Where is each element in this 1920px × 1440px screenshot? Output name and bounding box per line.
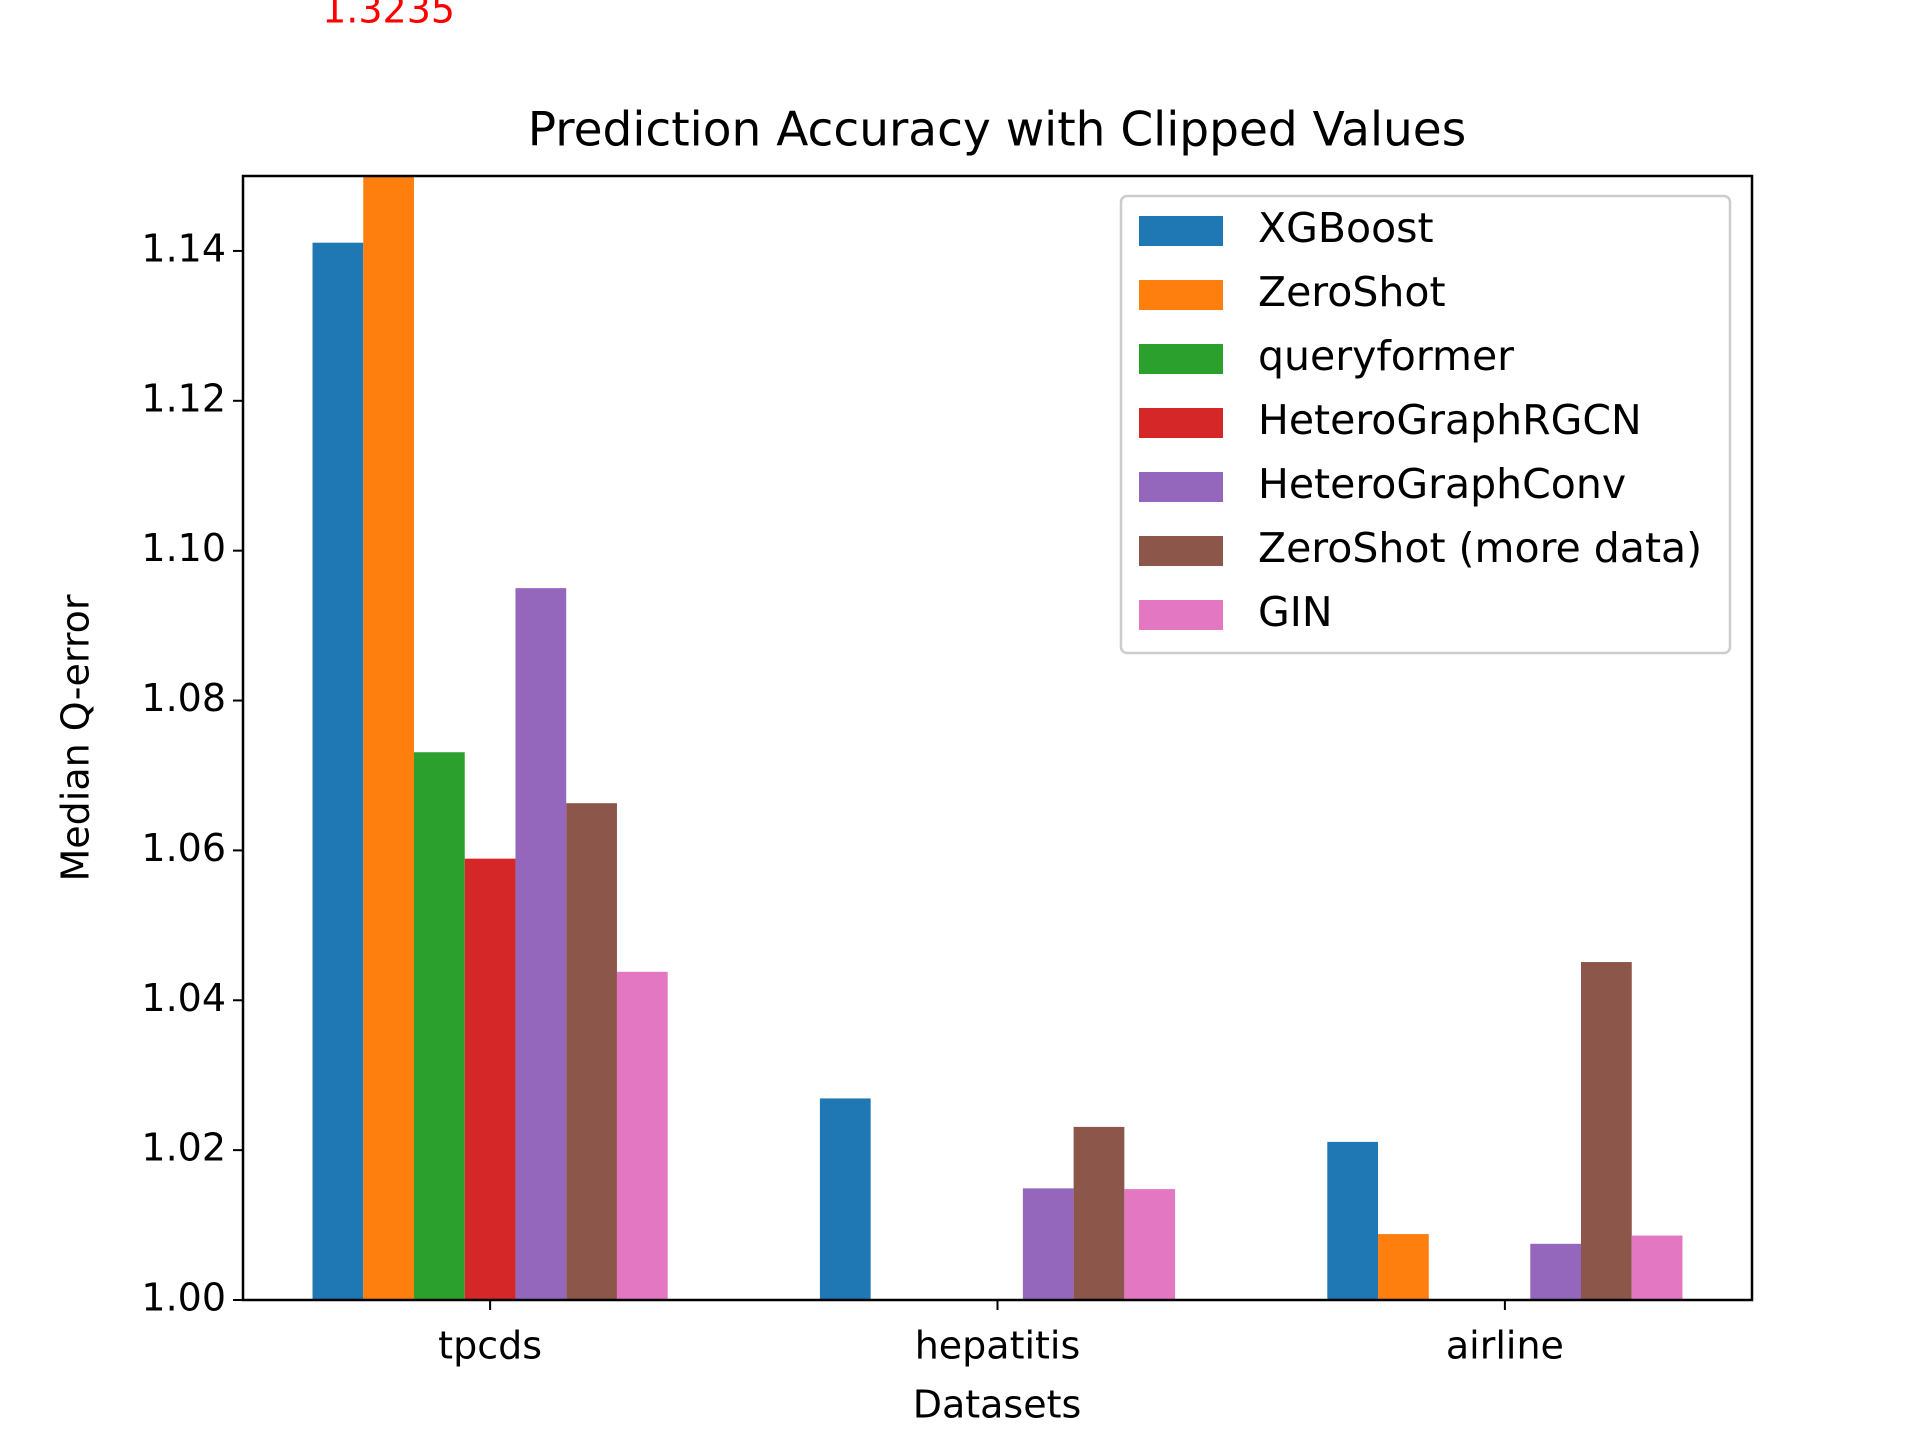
legend-label: HeteroGraphRGCN — [1258, 396, 1642, 444]
legend-swatch — [1139, 280, 1223, 310]
y-tick-label: 1.02 — [141, 1126, 226, 1170]
y-axis-label: Median Q-error — [54, 594, 98, 881]
bar — [1124, 1189, 1176, 1300]
bar — [1631, 1235, 1683, 1300]
legend-label: GIN — [1258, 588, 1333, 636]
legend-swatch — [1139, 344, 1223, 374]
legend-swatch — [1139, 536, 1223, 566]
bar — [566, 803, 617, 1300]
bar — [1327, 1141, 1379, 1300]
x-tick-label: airline — [1446, 1324, 1564, 1368]
y-tick-label: 1.06 — [141, 826, 226, 870]
y-tick-label: 1.08 — [141, 676, 226, 720]
legend-label: HeteroGraphConv — [1258, 460, 1626, 508]
bar — [413, 752, 465, 1300]
x-axis-label: Datasets — [913, 1383, 1082, 1427]
y-tick-label: 1.12 — [141, 376, 226, 420]
legend-box — [1119, 194, 1732, 655]
legend-swatch — [1139, 472, 1223, 502]
y-tick-label: 1.10 — [141, 526, 226, 570]
legend-label: XGBoost — [1258, 204, 1434, 252]
bar — [464, 858, 516, 1300]
y-tick-label: 1.04 — [141, 976, 226, 1020]
bar — [312, 242, 364, 1300]
bar — [1022, 1188, 1074, 1300]
x-tick-label: tpcds — [438, 1324, 542, 1368]
bar — [363, 176, 414, 1300]
bar — [1073, 1126, 1125, 1300]
legend-swatch — [1139, 408, 1223, 438]
chart-title: Prediction Accuracy with Clipped Values — [528, 103, 1466, 158]
legend-label: ZeroShot — [1258, 268, 1446, 316]
bar — [1581, 962, 1632, 1300]
bar — [515, 588, 567, 1300]
x-tick-label: hepatitis — [915, 1324, 1081, 1368]
bar — [616, 971, 668, 1300]
clipped-value-label: 1.3235 — [322, 0, 455, 32]
y-tick-label: 1.00 — [141, 1276, 226, 1320]
axes-frame — [241, 174, 1754, 1302]
bar — [1530, 1243, 1582, 1300]
legend-swatch — [1139, 600, 1223, 630]
bar — [1378, 1234, 1429, 1300]
legend-label: queryformer — [1258, 332, 1514, 380]
y-tick-label: 1.14 — [141, 226, 226, 270]
plot-area — [312, 176, 1683, 1300]
legend-swatch — [1139, 216, 1223, 246]
bar — [819, 1098, 871, 1300]
legend-label: ZeroShot (more data) — [1258, 524, 1702, 572]
